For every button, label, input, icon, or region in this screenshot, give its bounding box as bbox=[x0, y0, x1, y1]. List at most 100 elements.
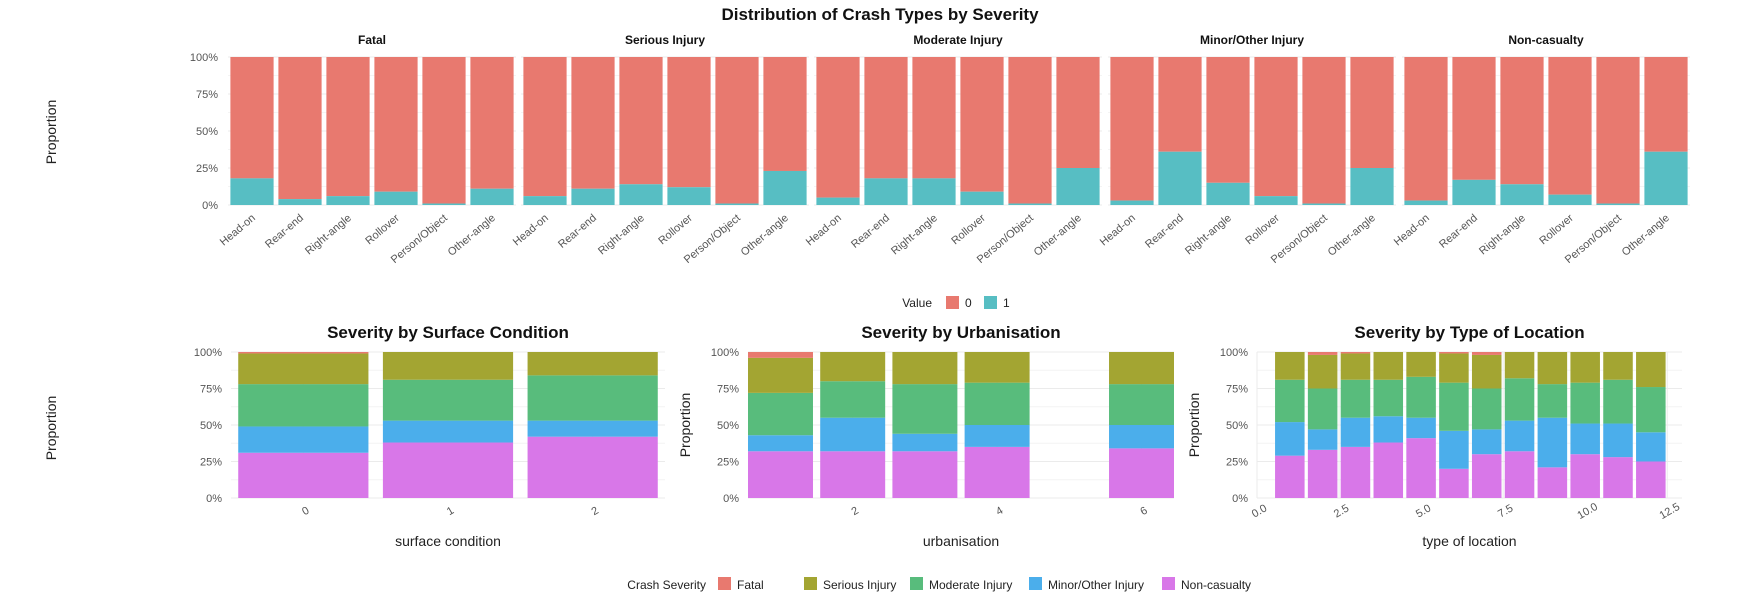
top-x-tick: Other-angle bbox=[446, 212, 498, 259]
bar-segment-moderate-injury bbox=[892, 384, 958, 434]
facet-moderate-injury: Moderate Injury Head-on Rear-endRight-angl… bbox=[804, 33, 1102, 266]
bar-segment-non-casualty bbox=[1504, 451, 1535, 498]
severity-legend-label: Moderate Injury bbox=[929, 578, 1012, 592]
bar-value-1 bbox=[1056, 168, 1100, 205]
y-tick: 25% bbox=[200, 457, 222, 469]
panel-title: Severity by Surface Condition bbox=[327, 323, 569, 342]
bar-value-0 bbox=[1644, 57, 1688, 152]
bar-value-0 bbox=[1206, 57, 1250, 183]
bar-segment-non-casualty bbox=[1406, 438, 1436, 498]
bar-value-1 bbox=[374, 191, 418, 205]
y-tick: 75% bbox=[1226, 384, 1248, 396]
x-tick: 0.0 bbox=[1250, 502, 1269, 520]
bar-value-0 bbox=[619, 57, 663, 185]
bar-segment-non-casualty bbox=[964, 446, 1030, 498]
facet-serious-injury: Serious Injury Head-on Rear-endRight-angle… bbox=[511, 33, 809, 266]
value-legend: Value 0 1 bbox=[902, 296, 1010, 310]
bar-segment-fatal bbox=[238, 352, 369, 354]
x-tick: 4 bbox=[994, 505, 1005, 518]
bar-segment-moderate-injury bbox=[1439, 382, 1469, 431]
severity-legend-label: Minor/Other Injury bbox=[1048, 578, 1144, 592]
bar-segment-serious-injury bbox=[1471, 354, 1502, 389]
bar-value-1 bbox=[1302, 203, 1346, 205]
bar-segment-minor-other-injury bbox=[1439, 430, 1469, 469]
severity-legend-swatch bbox=[1029, 577, 1042, 590]
top-x-tick: Head-on bbox=[1392, 212, 1432, 248]
bar-value-1 bbox=[422, 203, 466, 205]
bar-segment-minor-other-injury bbox=[820, 417, 886, 452]
bar-value-0 bbox=[1404, 57, 1448, 201]
bar-segment-moderate-injury bbox=[1406, 376, 1436, 418]
bar-segment-moderate-injury bbox=[1537, 384, 1568, 418]
bar-segment-minor-other-injury bbox=[238, 426, 369, 453]
y-axis-label: Proportion bbox=[677, 393, 693, 458]
bar-segment-moderate-injury bbox=[238, 384, 369, 427]
bar-value-0 bbox=[864, 57, 908, 179]
top-x-tick: Rollover bbox=[656, 212, 695, 247]
crash-types-faceted-chart: Distribution of Crash Types by Severity P… bbox=[43, 5, 1690, 266]
bar-segment-minor-other-injury bbox=[892, 433, 958, 452]
bar-segment-moderate-injury bbox=[1109, 384, 1174, 425]
bar-value-1 bbox=[816, 197, 860, 205]
severity-charts: Proportion Severity by Surface Condition 0… bbox=[43, 323, 1682, 549]
x-tick: 12.5 bbox=[1657, 501, 1682, 522]
y-tick: 25% bbox=[717, 457, 739, 469]
bar-value-1 bbox=[864, 178, 908, 205]
bar-segment-serious-injury bbox=[748, 357, 813, 393]
bar-value-0 bbox=[230, 57, 274, 179]
severity-legend-label: Fatal bbox=[737, 578, 764, 592]
bar-segment-moderate-injury bbox=[1275, 379, 1305, 423]
bar-value-0 bbox=[374, 57, 418, 192]
bar-segment-serious-injury bbox=[1570, 352, 1600, 383]
top-x-tick: Rear-end bbox=[849, 212, 892, 251]
x-tick: 2 bbox=[590, 505, 601, 518]
bar-segment-non-casualty bbox=[1439, 468, 1469, 498]
bar-segment-fatal bbox=[1439, 352, 1469, 354]
x-tick: 1 bbox=[445, 505, 456, 518]
panel-severity-by-urbanisation: Severity by Urbanisation 0% 25% 50% 75% 100% P… bbox=[677, 323, 1174, 549]
bar-value-0 bbox=[422, 57, 466, 204]
bar-segment-minor-other-injury bbox=[1109, 425, 1174, 449]
y-tick: 50% bbox=[1226, 420, 1248, 432]
bar-segment-non-casualty bbox=[1373, 442, 1404, 498]
bar-segment-serious-injury bbox=[382, 352, 514, 380]
bar-value-0 bbox=[1110, 57, 1154, 201]
x-tick: 7.5 bbox=[1496, 502, 1515, 520]
top-x-tick: Right-angle bbox=[596, 212, 647, 257]
top-x-tick: Other-angle bbox=[1620, 212, 1672, 259]
bar-value-0 bbox=[1452, 57, 1496, 180]
severity-legend: Crash Severity Fatal Serious Injury Moderat… bbox=[627, 577, 1251, 592]
bar-segment-serious-injury bbox=[1439, 353, 1469, 383]
bar-value-0 bbox=[1056, 57, 1100, 168]
bar-value-0 bbox=[571, 57, 615, 189]
bar-value-0 bbox=[715, 57, 759, 204]
value-legend-label: 0 bbox=[965, 296, 972, 310]
bar-value-0 bbox=[470, 57, 514, 189]
bar-segment-minor-other-injury bbox=[964, 425, 1030, 447]
bar-segment-serious-injury bbox=[1307, 354, 1338, 389]
facet-minor-other-injury: Minor/Other Injury Head-on Rear-endRight-a… bbox=[1098, 33, 1396, 266]
bar-value-1 bbox=[1158, 151, 1202, 205]
bar-segment-moderate-injury bbox=[527, 375, 658, 421]
bar-segment-minor-other-injury bbox=[527, 420, 658, 437]
bar-value-0 bbox=[523, 57, 567, 197]
bar-value-1 bbox=[523, 196, 567, 205]
bar-value-1 bbox=[571, 188, 615, 205]
bar-value-1 bbox=[278, 199, 322, 205]
bar-segment-moderate-injury bbox=[748, 392, 813, 436]
severity-legend-swatch bbox=[718, 577, 731, 590]
top-x-tick: Rear-end bbox=[1437, 212, 1480, 251]
bar-segment-non-casualty bbox=[1537, 467, 1568, 498]
y-tick: 0% bbox=[206, 493, 222, 505]
bar-segment-minor-other-injury bbox=[382, 420, 514, 443]
bar-segment-non-casualty bbox=[1471, 454, 1502, 498]
bar-segment-moderate-injury bbox=[1570, 382, 1600, 424]
bar-segment-serious-injury bbox=[1406, 352, 1436, 377]
bar-segment-serious-injury bbox=[1373, 352, 1404, 380]
bar-segment-non-casualty bbox=[1570, 454, 1600, 498]
bar-value-1 bbox=[1008, 203, 1052, 205]
severity-legend-swatch bbox=[804, 577, 817, 590]
bar-segment-moderate-injury bbox=[1603, 379, 1633, 424]
